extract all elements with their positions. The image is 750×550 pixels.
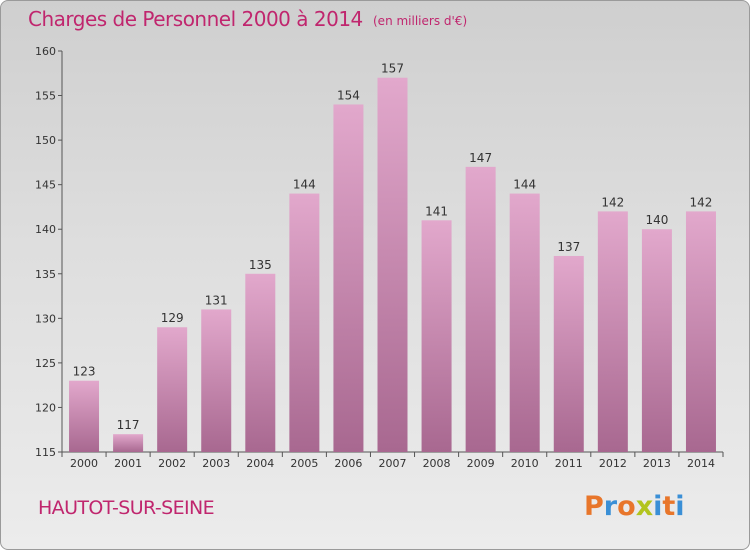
y-tick-label: 160 [35, 45, 56, 58]
x-tick-label: 2011 [555, 457, 583, 470]
x-tick-label: 2006 [334, 457, 362, 470]
bar-2001 [113, 434, 144, 452]
x-tick-label: 2005 [290, 457, 318, 470]
bar-2006 [333, 104, 364, 452]
logo-letter: P [584, 491, 604, 522]
y-tick-label: 145 [35, 179, 56, 192]
bar-2002 [157, 327, 188, 452]
chart-title: Charges de Personnel 2000 à 2014 [28, 7, 363, 31]
data-label-2010: 144 [513, 178, 536, 192]
bar-2011 [553, 255, 584, 452]
y-tick-label: 115 [35, 446, 56, 459]
y-tick-label: 135 [35, 268, 56, 281]
data-label-2006: 154 [337, 88, 360, 102]
logo-letter: o [617, 491, 636, 522]
commune-name: HAUTOT-SUR-SEINE [38, 497, 215, 519]
y-tick-label: 155 [35, 90, 56, 103]
bar-2000 [69, 380, 100, 452]
logo-letter: i [675, 491, 685, 522]
y-tick-label: 150 [35, 134, 56, 147]
data-labels: 123 117 129 131 135 144 154 157 141 147 144 137 142 1… [73, 62, 713, 432]
proxiti-logo: Proxiti [584, 491, 685, 522]
data-label-2000: 123 [73, 365, 96, 379]
data-label-2007: 157 [381, 62, 404, 76]
data-label-2012: 142 [601, 195, 624, 209]
y-tick-label: 120 [35, 401, 56, 414]
data-label-2013: 140 [645, 213, 668, 227]
x-tick-label: 2010 [511, 457, 539, 470]
bar-2010 [509, 193, 540, 453]
axes: 115 120 125 130 135 140 145 150 155 160 2000 2001 20… [35, 45, 724, 470]
bar-2008 [421, 220, 452, 452]
data-label-2005: 144 [293, 178, 316, 192]
bar-2004 [245, 273, 276, 452]
y-tick-label: 130 [35, 312, 56, 325]
bar-2012 [597, 211, 628, 452]
bar-2014 [685, 211, 716, 452]
data-label-2009: 147 [469, 151, 492, 165]
x-tick-label: 2007 [379, 457, 407, 470]
bar-2005 [289, 193, 320, 453]
logo-letter: i [653, 491, 663, 522]
bar-2003 [201, 309, 232, 452]
bar-2013 [641, 229, 672, 452]
logo-letter: x [635, 491, 654, 522]
x-tick-label: 2003 [202, 457, 230, 470]
x-tick-label: 2013 [643, 457, 671, 470]
logo-letter: r [603, 491, 618, 522]
data-label-2001: 117 [117, 418, 140, 432]
x-tick-label: 2008 [423, 457, 451, 470]
data-label-2014: 142 [690, 195, 713, 209]
x-tick-label: 2014 [687, 457, 715, 470]
chart-subtitle: (en milliers d'€) [373, 14, 468, 28]
bars [69, 77, 716, 453]
x-tick-label: 2009 [467, 457, 495, 470]
data-label-2011: 137 [557, 240, 580, 254]
y-tick-label: 125 [35, 357, 56, 370]
x-tick-label: 2002 [158, 457, 186, 470]
bar-2007 [377, 77, 408, 452]
x-tick-label: 2001 [114, 457, 142, 470]
x-tick-label: 2012 [599, 457, 627, 470]
data-label-2004: 135 [249, 258, 272, 272]
logo-letter: t [662, 491, 676, 522]
data-label-2003: 131 [205, 293, 228, 307]
data-label-2002: 129 [161, 311, 184, 325]
data-label-2008: 141 [425, 204, 448, 218]
bar-2009 [465, 166, 496, 452]
y-tick-label: 140 [35, 223, 56, 236]
x-tick-label: 2004 [246, 457, 274, 470]
x-tick-label: 2000 [70, 457, 98, 470]
